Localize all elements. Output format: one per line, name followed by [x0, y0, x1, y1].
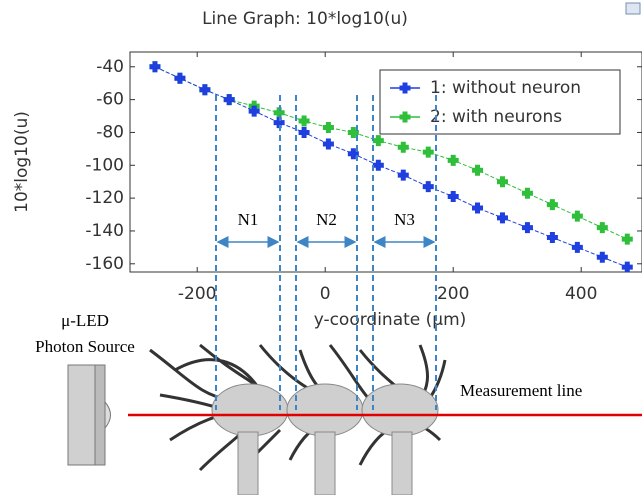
marker [298, 115, 310, 127]
marker [322, 138, 334, 150]
marker [174, 72, 186, 84]
marker [347, 126, 359, 138]
overlay: 1: without neuron 2: with neurons N1 N2 N3 [215, 69, 621, 410]
marker [596, 251, 608, 263]
marker [496, 176, 508, 188]
marker [571, 241, 583, 253]
y-axis-label: 10*log10(u) [12, 111, 32, 213]
marker [447, 154, 459, 166]
window-icon [625, 2, 641, 15]
marker [546, 232, 558, 244]
marker [273, 117, 285, 129]
marker [372, 135, 384, 147]
marker [496, 212, 508, 224]
y-tick-label: -120 [85, 188, 124, 208]
y-tick-label: -40 [96, 57, 124, 77]
x-tick-label: -200 [178, 284, 217, 304]
marker [149, 61, 161, 73]
x-tick-label: 200 [437, 284, 469, 304]
marker [273, 107, 285, 119]
marker [397, 169, 409, 181]
y-tick-label: -160 [85, 254, 124, 274]
marker [372, 159, 384, 171]
y-tick-label: -80 [96, 122, 124, 142]
marker [596, 222, 608, 234]
marker [399, 111, 411, 123]
marker [521, 187, 533, 199]
marker [298, 126, 310, 138]
legend-label: 2: with neurons [430, 107, 562, 127]
x-tick-label: 400 [565, 284, 597, 304]
y-tick-label: -100 [85, 155, 124, 175]
marker [521, 222, 533, 234]
neuron-bodies [211, 383, 439, 496]
marker [223, 94, 235, 106]
source-label: μ-LED [61, 311, 109, 330]
legend-label: 1: without neuron [430, 78, 581, 98]
marker [347, 148, 359, 160]
marker [447, 190, 459, 202]
marker [472, 164, 484, 176]
marker [621, 261, 633, 272]
region-label: N2 [316, 210, 337, 229]
led-source [67, 364, 111, 466]
y-tick-label: -60 [96, 90, 124, 110]
plot [149, 61, 633, 272]
source-label: Photon Source [35, 337, 135, 356]
x-axis-label: y-coordinate (μm) [314, 310, 467, 330]
marker [397, 141, 409, 153]
x-tick-label: 0 [320, 284, 331, 304]
plot-frame [129, 51, 642, 273]
marker [546, 199, 558, 211]
marker [322, 122, 334, 134]
marker [621, 233, 633, 245]
marker [422, 146, 434, 158]
region-label: N3 [394, 210, 415, 229]
marker [422, 181, 434, 193]
marker [472, 202, 484, 214]
marker [571, 210, 583, 222]
marker [248, 105, 260, 117]
marker [399, 82, 411, 94]
measurement-label: Measurement line [460, 381, 582, 400]
marker [199, 84, 211, 96]
chart-title: Line Graph: 10*log10(u) [202, 9, 408, 29]
y-tick-label: -140 [85, 221, 124, 241]
legend-box [379, 69, 621, 135]
region-label: N1 [238, 210, 259, 229]
